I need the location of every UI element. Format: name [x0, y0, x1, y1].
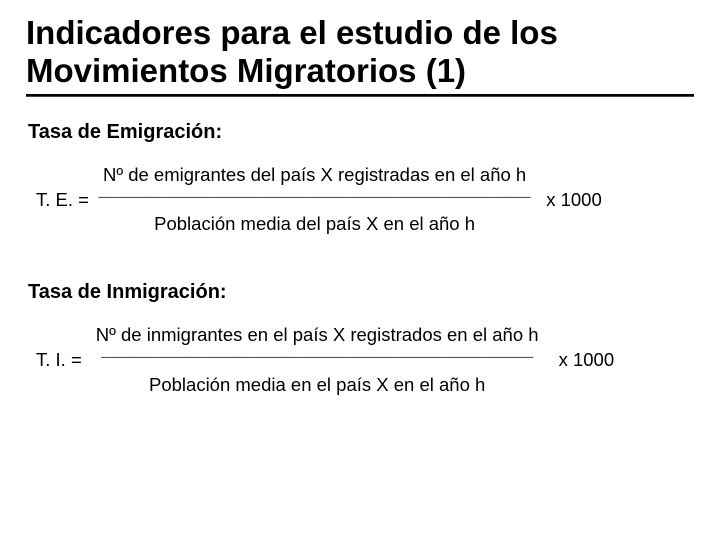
- slide: Indicadores para el estudio de los Movim…: [0, 0, 720, 540]
- formula-emigration: T. E. = Nº de emigrantes del país X regi…: [36, 164, 692, 236]
- title-block: Indicadores para el estudio de los Movim…: [0, 0, 720, 103]
- formula-denominator: Población media del país X en el año h: [95, 197, 534, 235]
- formula-rule: ________________________________________…: [95, 188, 534, 198]
- formula-lhs: T. E. =: [36, 189, 95, 211]
- formula-multiplier: x 1000: [547, 349, 615, 371]
- content-area: Tasa de Emigración: T. E. = Nº de emigra…: [0, 103, 720, 396]
- formula-denominator: Población media en el país X en el año h: [88, 358, 547, 396]
- section-heading-emigration: Tasa de Emigración:: [28, 121, 692, 144]
- page-title: Indicadores para el estudio de los Movim…: [26, 14, 694, 90]
- formula-multiplier: x 1000: [534, 189, 602, 211]
- formula-fraction: Nº de inmigrantes en el país X registrad…: [88, 324, 547, 396]
- formula-immigration: T. I. = Nº de inmigrantes en el país X r…: [36, 324, 692, 396]
- section-heading-immigration: Tasa de Inmigración:: [28, 281, 692, 304]
- formula-fraction: Nº de emigrantes del país X registradas …: [95, 164, 534, 236]
- formula-lhs: T. I. =: [36, 349, 88, 371]
- formula-rule: ________________________________________…: [88, 348, 547, 358]
- title-underline: [26, 94, 694, 97]
